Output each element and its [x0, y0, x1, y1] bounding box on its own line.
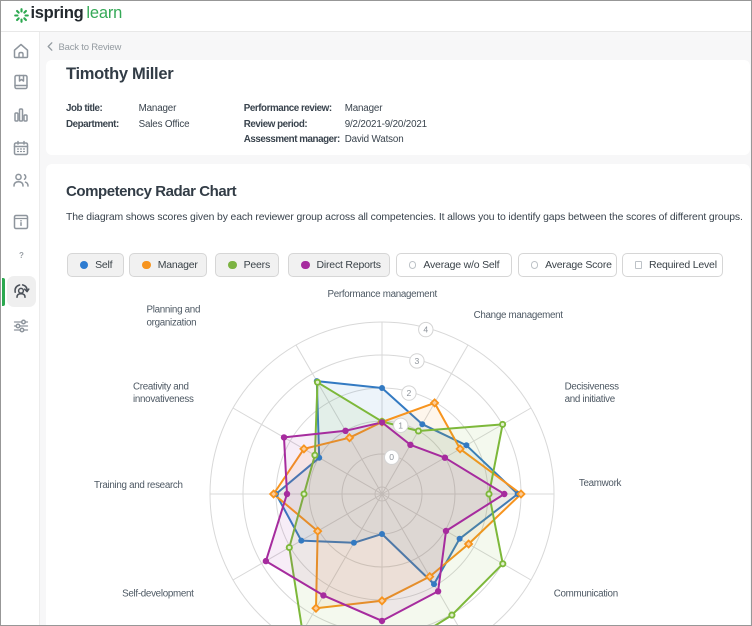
svg-text:Performance management: Performance management	[328, 289, 438, 300]
svg-text:organization: organization	[147, 318, 197, 329]
svg-text:0: 0	[389, 452, 394, 462]
svg-text:Communication: Communication	[554, 589, 618, 600]
svg-text:Creativity and: Creativity and	[133, 382, 189, 393]
svg-text:Change management: Change management	[474, 310, 564, 321]
svg-text:Training and research: Training and research	[94, 480, 183, 491]
svg-text:and initiative: and initiative	[565, 394, 616, 405]
svg-text:innovativeness: innovativeness	[133, 394, 194, 405]
svg-text:4: 4	[423, 325, 428, 335]
svg-text:Teamwork: Teamwork	[579, 478, 622, 489]
svg-text:2: 2	[407, 388, 412, 398]
svg-text:Planning and: Planning and	[147, 305, 201, 316]
svg-text:3: 3	[415, 356, 420, 366]
svg-text:Self-development: Self-development	[122, 589, 194, 600]
svg-text:1: 1	[398, 420, 403, 430]
svg-text:Decisiveness: Decisiveness	[565, 381, 620, 392]
